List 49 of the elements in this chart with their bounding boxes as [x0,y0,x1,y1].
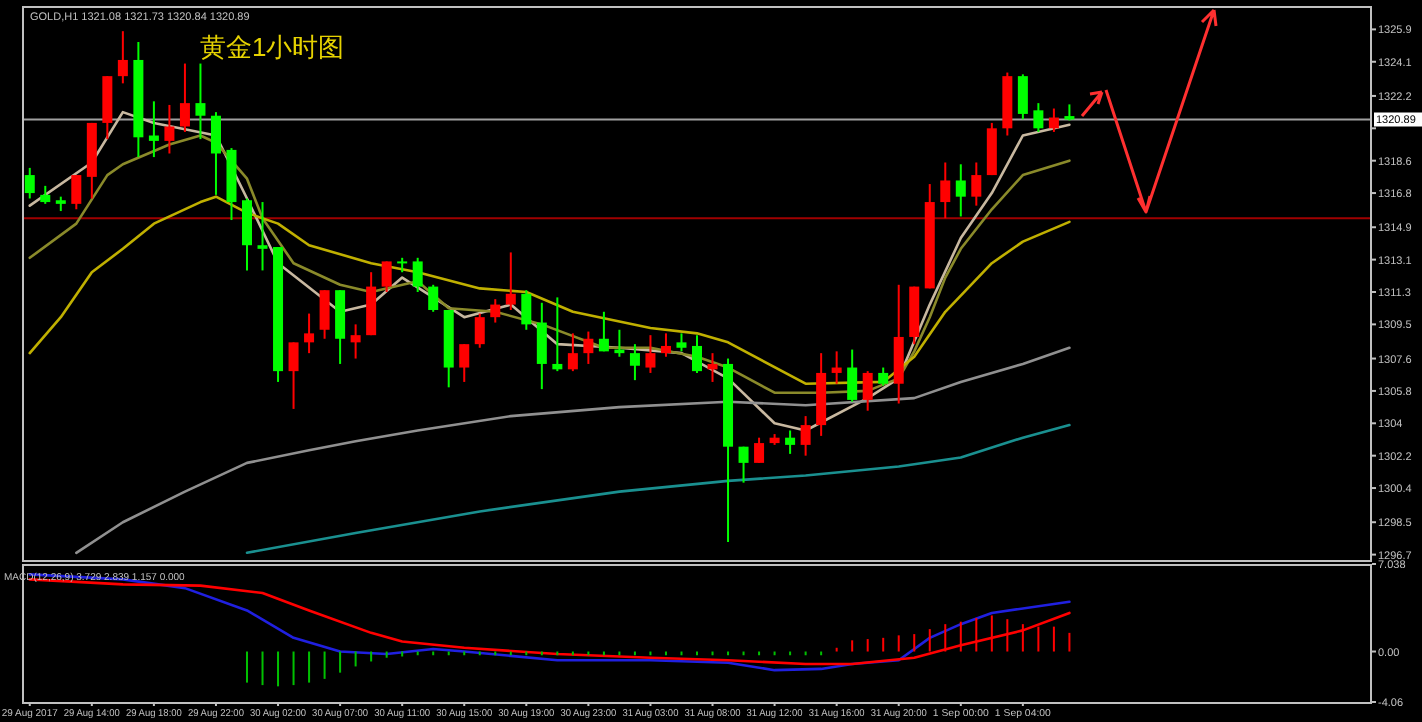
candlestick [381,260,392,293]
candlestick [660,332,671,358]
text: 黄金1小时图 [200,32,345,62]
candlestick [629,343,640,382]
candlestick [304,312,315,355]
candlestick [474,312,485,349]
candlestick [1048,107,1059,133]
candlestick [505,251,516,311]
candlestick [257,201,268,272]
candlestick [800,415,811,457]
candlestick [24,166,35,200]
candlestick [955,163,966,218]
candlestick [552,296,563,373]
candlestick [692,334,702,374]
candlestick [583,330,594,365]
candlestick [459,343,470,383]
candlestick [117,30,128,85]
candlestick [179,62,190,133]
candlestick [102,75,113,141]
candlestick [412,256,423,293]
candlestick [148,100,159,159]
candlestick [862,370,873,412]
candlestick [754,436,765,464]
candlestick [71,174,82,211]
candlestick [490,298,501,324]
candlestick [288,341,299,410]
candlestick [847,348,858,403]
candlestick [893,283,904,405]
candlestick [521,289,532,331]
candlestick [319,289,330,340]
candlestick [350,323,361,360]
candlestick [195,62,206,141]
candlestick [428,283,439,313]
candlestick [242,197,252,272]
candlestick [210,111,221,196]
candlestick [645,334,656,374]
candlestick [1033,102,1044,133]
candlestick [986,121,997,177]
candlestick [1017,73,1028,121]
candlestick [707,352,718,383]
candlestick [831,350,842,385]
candlestick [738,445,749,484]
candlestick [536,301,547,391]
candlestick [567,332,578,373]
candlestick [971,161,982,207]
candlestick [598,310,609,353]
candlestick [164,103,175,155]
candlestick [785,429,796,455]
candlestick [940,161,951,220]
